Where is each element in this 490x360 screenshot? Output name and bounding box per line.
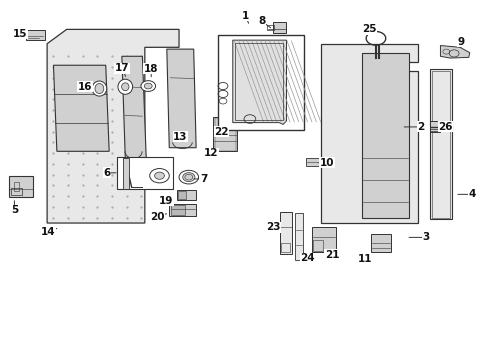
Bar [218, 35, 304, 130]
Text: 23: 23 [266, 222, 281, 232]
Text: 10: 10 [320, 158, 334, 168]
Bar [11, 188, 22, 195]
Bar [313, 227, 336, 252]
Text: 6: 6 [103, 168, 111, 178]
Polygon shape [167, 49, 196, 148]
Bar [430, 121, 441, 132]
Text: 12: 12 [203, 148, 218, 158]
Text: 24: 24 [300, 253, 315, 263]
Bar [177, 191, 186, 199]
Bar [267, 25, 274, 30]
Text: 26: 26 [438, 122, 453, 132]
Bar [176, 190, 196, 200]
Bar [280, 212, 293, 253]
Bar [295, 213, 303, 260]
Text: 15: 15 [13, 29, 27, 39]
Bar [371, 234, 391, 252]
Bar [26, 30, 45, 40]
Bar [396, 60, 409, 69]
Bar [123, 158, 129, 189]
Text: 4: 4 [468, 189, 476, 199]
Bar [387, 174, 399, 184]
Text: 14: 14 [41, 227, 56, 237]
Ellipse shape [118, 79, 133, 94]
Bar [362, 53, 409, 218]
Bar [169, 204, 196, 216]
Text: 11: 11 [358, 254, 372, 264]
Text: 8: 8 [259, 17, 266, 27]
Polygon shape [47, 30, 179, 223]
Bar [430, 69, 452, 220]
Bar [387, 157, 399, 167]
Text: 7: 7 [200, 174, 207, 184]
Bar [432, 71, 450, 218]
Text: 2: 2 [417, 122, 424, 132]
Polygon shape [53, 65, 109, 151]
Bar [306, 158, 320, 166]
Bar [14, 182, 19, 191]
Bar [314, 240, 323, 251]
Text: 18: 18 [144, 64, 158, 74]
Text: 22: 22 [214, 127, 229, 136]
Circle shape [155, 172, 164, 179]
Bar [281, 243, 290, 252]
Text: 3: 3 [422, 232, 429, 242]
Text: 25: 25 [362, 24, 377, 35]
Text: 13: 13 [173, 132, 188, 142]
Bar [215, 118, 236, 150]
Ellipse shape [183, 173, 195, 181]
Bar [9, 176, 33, 197]
Ellipse shape [95, 84, 104, 94]
Bar [235, 42, 283, 120]
Ellipse shape [122, 83, 129, 91]
Polygon shape [321, 44, 418, 223]
Text: 16: 16 [78, 82, 93, 92]
Bar [171, 205, 185, 215]
Text: 5: 5 [11, 206, 18, 216]
Text: 21: 21 [325, 249, 339, 260]
Text: 1: 1 [242, 11, 248, 21]
Polygon shape [233, 40, 287, 125]
Circle shape [145, 83, 152, 89]
Text: 17: 17 [115, 63, 129, 73]
Polygon shape [122, 56, 147, 160]
Circle shape [141, 81, 156, 91]
Bar [273, 22, 286, 33]
Circle shape [150, 168, 169, 183]
Text: 19: 19 [159, 196, 173, 206]
Text: 20: 20 [150, 212, 164, 221]
Bar [117, 157, 173, 189]
Ellipse shape [179, 170, 198, 184]
Bar [213, 117, 237, 151]
Text: 9: 9 [457, 37, 465, 47]
Ellipse shape [92, 81, 107, 96]
Polygon shape [441, 45, 470, 58]
